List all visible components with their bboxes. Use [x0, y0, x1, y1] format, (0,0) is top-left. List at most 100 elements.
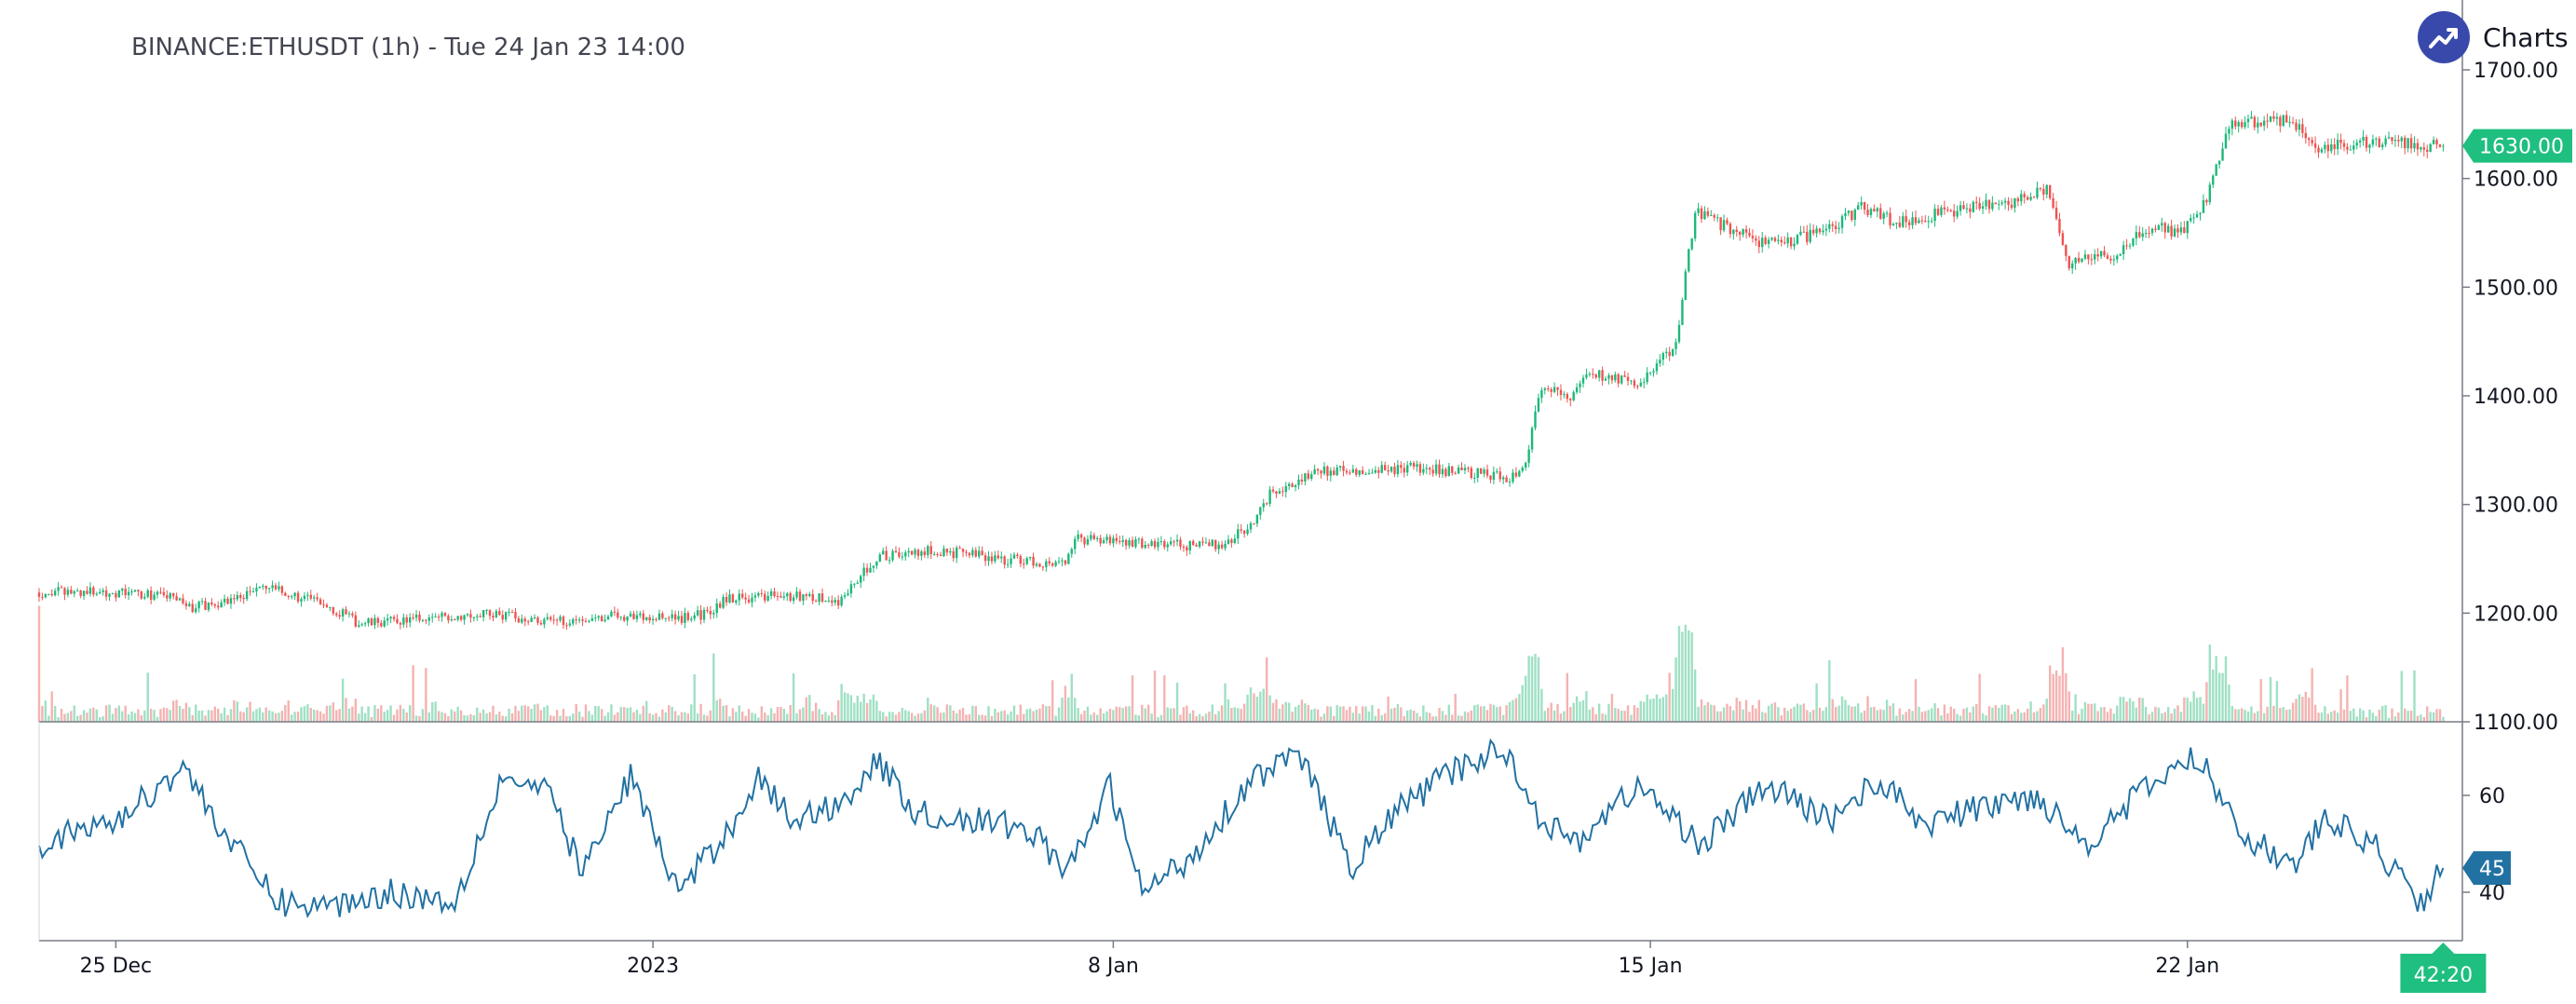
- candle-body: [262, 585, 264, 587]
- volume-bar: [1268, 695, 1271, 722]
- candle-body: [204, 601, 207, 610]
- volume-bar: [1674, 657, 1677, 722]
- volume-bar: [191, 714, 194, 722]
- volume-bar: [300, 707, 303, 722]
- candle-body: [358, 625, 360, 627]
- volume-bar: [351, 706, 354, 722]
- brand-badge[interactable]: Charts p: [2418, 11, 2576, 63]
- candle-body: [2058, 218, 2061, 234]
- volume-bar: [907, 711, 910, 722]
- candle-body: [325, 604, 329, 607]
- volume-bar: [249, 701, 251, 722]
- volume-bar: [476, 707, 479, 722]
- candle-body: [1400, 465, 1403, 468]
- candle-body: [287, 595, 290, 597]
- volume-bar: [2125, 701, 2128, 722]
- volume-bar: [1498, 706, 1501, 722]
- candle-body: [901, 556, 904, 558]
- candle-body: [1179, 539, 1182, 547]
- volume-bar: [1918, 706, 1920, 722]
- volume-bar: [709, 710, 712, 722]
- volume-bar: [994, 708, 997, 722]
- candle-body: [2122, 245, 2125, 254]
- candle-body: [776, 595, 780, 597]
- volume-bar: [1703, 705, 1706, 722]
- candle-body: [166, 595, 169, 599]
- volume-bar: [2099, 707, 2103, 722]
- volume-bar: [485, 713, 488, 722]
- volume-bar: [849, 695, 853, 722]
- volume-bar: [2061, 647, 2065, 722]
- candle-body: [642, 613, 644, 620]
- candle-body: [680, 616, 684, 623]
- volume-bar: [2237, 709, 2240, 722]
- volume-bar: [396, 709, 399, 722]
- candle-body: [2224, 133, 2228, 149]
- candle-body: [2291, 122, 2295, 124]
- volume-bar: [1956, 713, 1959, 722]
- candle-body: [952, 550, 955, 559]
- volume-bar: [1706, 701, 1710, 722]
- volume-bar: [2048, 665, 2052, 722]
- candle-body: [1777, 239, 1780, 241]
- volume-bar: [1077, 708, 1079, 722]
- candle-body: [1751, 236, 1755, 238]
- candle-body: [153, 594, 156, 600]
- volume-bar: [1418, 716, 1422, 722]
- candle-body: [2311, 140, 2313, 143]
- volume-bar: [1169, 708, 1173, 722]
- candle-body: [1275, 491, 1278, 495]
- volume-bar: [2116, 705, 2119, 722]
- volume-bar: [546, 705, 549, 722]
- candle-body: [115, 592, 117, 598]
- volume-bar: [1959, 715, 1962, 722]
- volume-bar: [1201, 716, 1204, 722]
- candle-body: [2054, 207, 2058, 219]
- volume-bar: [795, 712, 798, 722]
- candle-body: [639, 613, 642, 616]
- volume-bar: [2212, 669, 2215, 722]
- volume-bar: [658, 716, 661, 722]
- volume-bar: [1179, 714, 1182, 722]
- candle-body: [1316, 468, 1320, 471]
- candle-body: [1041, 566, 1045, 568]
- volume-bar: [869, 699, 872, 722]
- volume-bar: [1045, 706, 1048, 722]
- volume-bar: [2157, 707, 2161, 722]
- volume-bar: [88, 708, 92, 722]
- candle-body: [2230, 120, 2234, 129]
- volume-bar: [1342, 706, 1345, 722]
- volume-bar: [492, 705, 495, 722]
- candle-body: [731, 594, 735, 603]
- volume-bar: [2119, 697, 2122, 722]
- volume-bar: [808, 695, 811, 722]
- candle-body: [402, 617, 405, 625]
- candle-body: [1898, 223, 1902, 227]
- candle-body: [1940, 207, 1943, 215]
- candle-body: [1057, 561, 1061, 563]
- candle-body: [1710, 214, 1713, 216]
- volume-bar: [751, 712, 753, 722]
- volume-bar: [274, 712, 278, 722]
- candle-body: [2183, 227, 2186, 234]
- candle-body: [1242, 530, 1246, 535]
- candle-body: [1268, 489, 1271, 504]
- volume-bar: [117, 705, 121, 722]
- volume-bar: [923, 710, 927, 722]
- volume-bar: [1550, 702, 1552, 722]
- candle-body: [2375, 138, 2378, 140]
- volume-bar: [668, 705, 671, 722]
- candle-body: [1492, 471, 1496, 481]
- volume-bar: [1834, 707, 1837, 722]
- volume-bar: [971, 705, 974, 722]
- candle-body: [2438, 144, 2442, 147]
- candle-body: [70, 590, 73, 594]
- candle-body: [1847, 210, 1851, 213]
- volume-bar: [1930, 708, 1933, 722]
- volume-bar: [1655, 694, 1659, 722]
- volume-bar: [2422, 717, 2426, 722]
- volume-bar: [818, 709, 820, 722]
- volume-bar: [309, 708, 312, 722]
